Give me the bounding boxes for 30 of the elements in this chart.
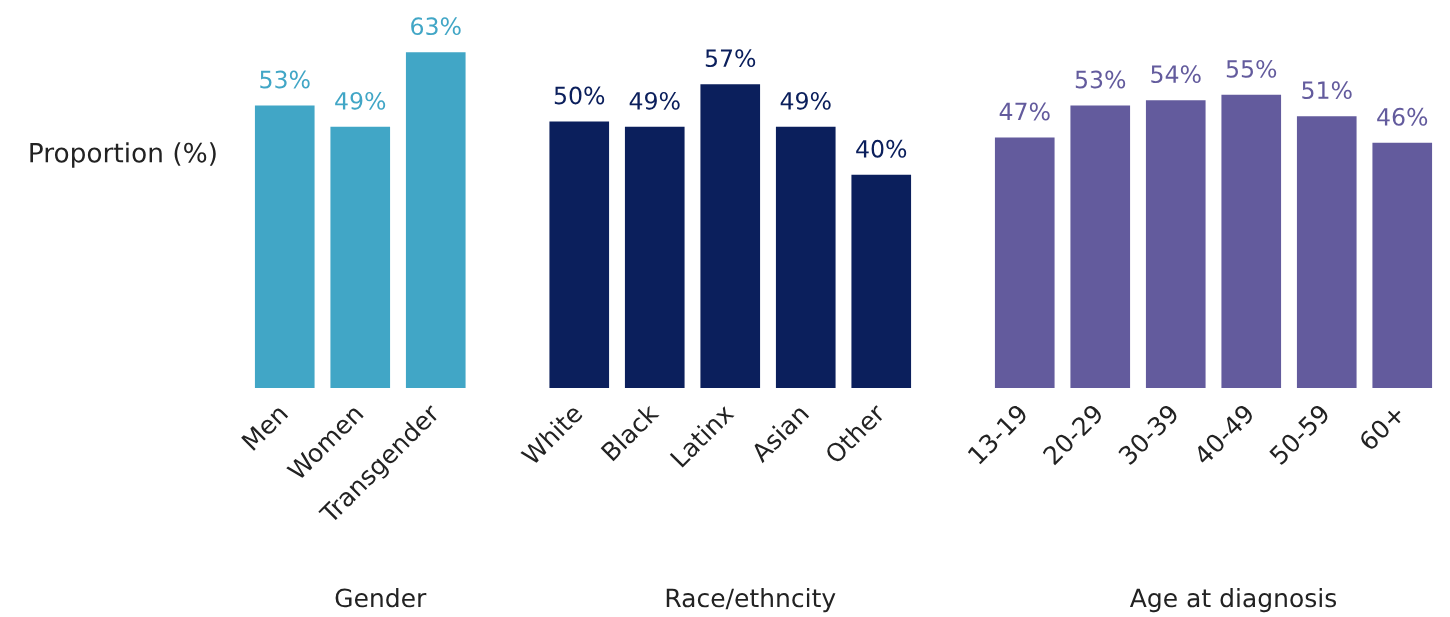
data-label: 55% xyxy=(1226,59,1277,78)
bar xyxy=(994,137,1055,388)
data-label: 46% xyxy=(1377,107,1428,126)
bar xyxy=(549,121,610,388)
x-tick-label: 60+ xyxy=(1357,403,1406,452)
data-label: 53% xyxy=(260,70,310,89)
data-label: 54% xyxy=(1151,65,1201,84)
data-label: 63% xyxy=(411,17,461,36)
data-label: 49% xyxy=(629,91,680,110)
data-label: 50% xyxy=(554,86,605,105)
data-label: 47% xyxy=(999,102,1050,121)
bar xyxy=(1145,100,1206,388)
x-axis-title: Race/ethncity xyxy=(666,588,836,613)
bar xyxy=(1296,116,1357,388)
data-label: 49% xyxy=(335,91,386,110)
bar xyxy=(775,126,836,388)
data-label: 51% xyxy=(1302,81,1352,100)
bar xyxy=(700,84,761,388)
bar xyxy=(851,174,912,388)
bar xyxy=(1070,105,1131,388)
data-label: 49% xyxy=(780,91,831,110)
bar xyxy=(624,126,685,388)
data-label: 53% xyxy=(1075,70,1126,89)
x-axis-title: Age at diagnosis xyxy=(1129,588,1337,613)
data-label: 57% xyxy=(705,49,756,68)
data-label: 40% xyxy=(856,139,907,158)
y-axis-title: Proportion (%) xyxy=(30,142,216,168)
x-axis-title: Gender xyxy=(335,588,427,608)
bar xyxy=(1221,94,1282,388)
bar xyxy=(1372,142,1433,388)
